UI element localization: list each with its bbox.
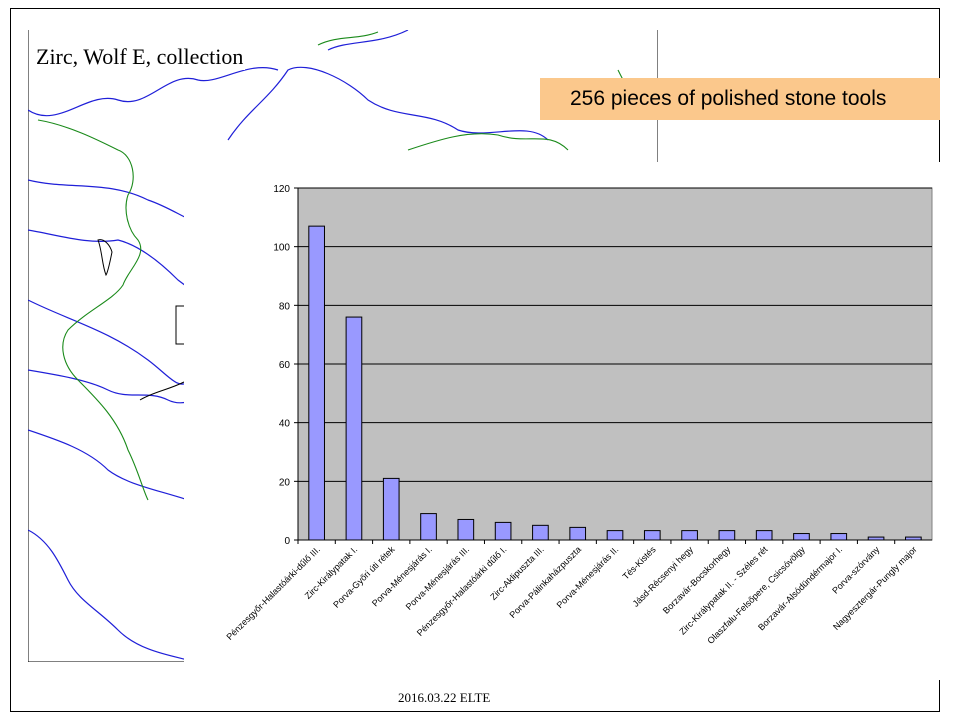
x-tick-label: Porva-Győri úti rétek: [331, 544, 397, 610]
y-axis-ticks: 0 20 40 60 80 100 120: [273, 184, 298, 547]
river-line: [28, 429, 189, 501]
river-line: [227, 66, 549, 141]
x-axis-labels: Pénzesgyőr-Halastóárki-dűlő III.Zirc-Kir…: [224, 540, 919, 646]
chart-panel: 0 20 40 60 80 100 120 Pénzesgyőr-Halastóárki-d…: [184, 162, 940, 680]
slide-footer: 2016.03.22 ELTE: [398, 690, 491, 705]
bar: [681, 530, 698, 541]
gridlines: [298, 187, 932, 482]
y-tick-label: 60: [279, 360, 291, 371]
map-frame-edge: [28, 30, 188, 662]
river-line: [28, 529, 189, 661]
map-title: Zirc, Wolf E, collection: [34, 44, 246, 70]
summary-callout: 256 pieces of polished stone tools: [540, 78, 940, 120]
bar: [532, 524, 549, 541]
x-tick-label: Porva-Ménesjárás III.: [404, 544, 472, 612]
x-tick-label: Porva-Pálinkaházpuszta: [507, 544, 583, 620]
bar-chart: 0 20 40 60 80 100 120 Pénzesgyőr-Halastóárki-d…: [224, 184, 933, 646]
river-line: [28, 299, 189, 385]
bar: [830, 533, 848, 541]
callout-text: 256 pieces of polished stone tools: [570, 87, 887, 110]
x-tick-label: Porva-Ménesjárás II.: [555, 544, 621, 610]
bar: [718, 530, 736, 541]
bar: [420, 513, 437, 541]
x-tick-label: Tés-Kistés: [621, 544, 658, 581]
lake-outline: [97, 239, 113, 277]
bar: [606, 530, 624, 541]
y-tick-label: 40: [279, 419, 291, 430]
y-tick-label: 80: [279, 301, 291, 312]
bar: [457, 518, 475, 541]
bar: [382, 477, 400, 541]
bar: [793, 533, 810, 541]
river-line: [28, 369, 189, 404]
bar: [308, 225, 325, 541]
y-tick-label: 20: [279, 477, 291, 488]
border-line: [407, 133, 569, 151]
bar: [569, 526, 587, 541]
map-marker-box: [175, 305, 184, 345]
lake-outline: [139, 381, 185, 401]
bar: [494, 521, 512, 541]
y-tick-label: 100: [273, 243, 290, 254]
river-line: [28, 67, 279, 117]
x-tick-label: Borzavár-Bocskorhegy: [661, 544, 733, 616]
bar: [755, 530, 773, 541]
bar: [345, 316, 363, 541]
border-line: [37, 119, 149, 501]
y-tick-label: 120: [273, 184, 290, 195]
y-tick-label: 0: [284, 536, 290, 547]
bar: [643, 530, 661, 541]
bars: [308, 225, 922, 541]
border-line: [317, 31, 379, 46]
river-line: [327, 30, 409, 51]
